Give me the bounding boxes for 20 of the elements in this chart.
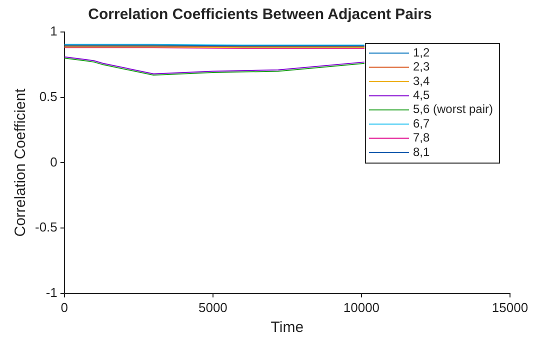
- x-tick-label: 5000: [198, 300, 228, 315]
- legend-label: 3,4: [412, 74, 430, 88]
- legend-label: 2,3: [412, 60, 430, 74]
- y-axis-title: Correlation Coefficient: [12, 88, 30, 237]
- x-axis-title: Time: [270, 319, 304, 336]
- y-tick-label: 1: [50, 24, 58, 39]
- legend-label: 6,7: [412, 116, 430, 130]
- legend-label: 1,2: [412, 45, 430, 60]
- y-tick-label: 0: [50, 154, 58, 170]
- x-tick-label: 15000: [492, 300, 528, 315]
- legend-label: 5,6 (worst pair): [412, 102, 494, 116]
- y-tick-label: 0.5: [39, 88, 58, 104]
- x-tick-label: 0: [60, 300, 68, 315]
- y-tick-label: -0.5: [34, 220, 58, 235]
- chart-title: Correlation Coefficients Between Adjacent Pairs: [88, 6, 432, 24]
- x-tick-label: 10000: [343, 300, 380, 315]
- y-tick-label: -1: [46, 284, 58, 300]
- legend-label: 7,8: [412, 130, 430, 145]
- legend-label: 4,5: [412, 88, 430, 102]
- legend-label: 8,1: [412, 144, 430, 159]
